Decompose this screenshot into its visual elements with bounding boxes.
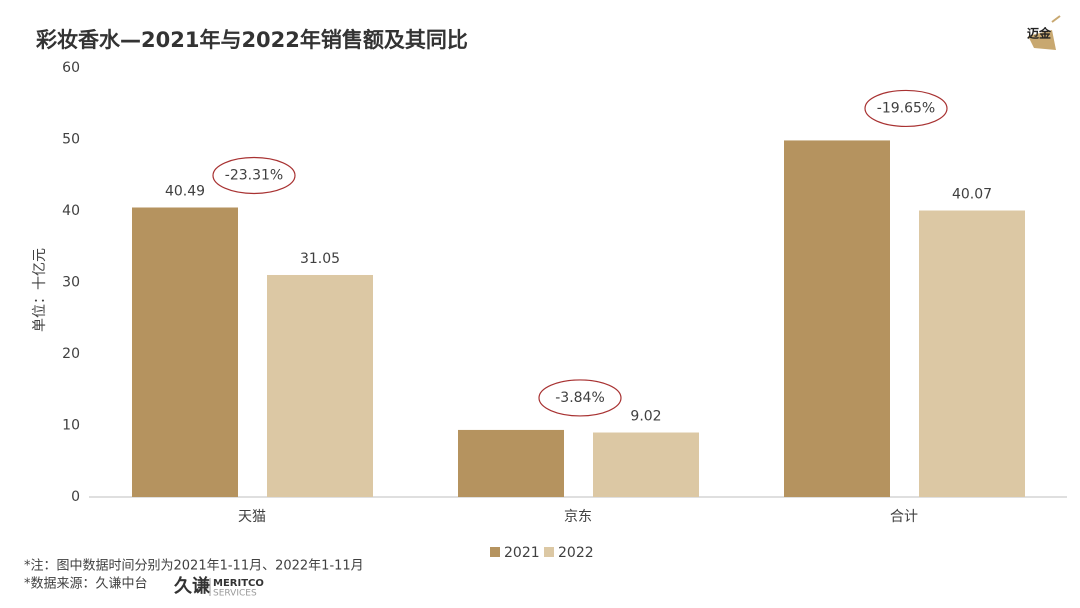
footnote: *注：图中数据时间分别为2021年1-11月、2022年1-11月 (24, 559, 364, 574)
y-axis-label: 单位：十亿元 (32, 248, 48, 332)
change-label: -19.65% (877, 100, 935, 116)
logo-text: 迈金 (1027, 26, 1052, 41)
y-tick-label: 0 (71, 489, 80, 505)
logo: 迈金 (1027, 15, 1061, 50)
bar (458, 429, 564, 497)
data-label: 31.05 (300, 251, 340, 267)
x-tick-label: 京东 (564, 509, 592, 525)
y-tick-label: 40 (62, 203, 80, 219)
y-tick-label: 20 (62, 346, 80, 362)
data-label: 40.49 (165, 183, 205, 199)
bar (132, 207, 238, 497)
data-label: 9.02 (630, 409, 661, 425)
change-label: -23.31% (225, 167, 283, 183)
logo-ray (1051, 15, 1061, 23)
change-label: -3.84% (555, 390, 605, 406)
logo-shape (1028, 30, 1056, 50)
legend-label: 2021 (504, 545, 540, 561)
y-tick-label: 50 (62, 132, 80, 148)
y-tick-label: 10 (62, 418, 80, 434)
change-ellipse (864, 89, 948, 128)
bar (919, 210, 1025, 497)
y-tick-label: 60 (62, 60, 80, 76)
brand-sub: SERVICES (213, 589, 257, 599)
data-label: 40.07 (952, 186, 992, 202)
brand-en: MERITCO (213, 578, 264, 589)
x-tick-label: 合计 (890, 509, 918, 525)
change-ellipse (212, 156, 296, 195)
x-tick-label: 天猫 (238, 509, 266, 525)
legend-swatch (544, 547, 554, 557)
footnote: *数据来源：久谦中台 (24, 577, 148, 592)
bar (784, 140, 890, 497)
bar (593, 432, 699, 497)
y-tick-label: 30 (62, 275, 80, 291)
chart-title: 彩妆香水—2021年与2022年销售额及其同比 (35, 28, 468, 52)
bar (267, 274, 373, 497)
brand-cn: 久谦 (174, 575, 210, 597)
legend-swatch (490, 547, 500, 557)
legend-label: 2022 (558, 545, 594, 561)
change-ellipse (538, 379, 622, 417)
